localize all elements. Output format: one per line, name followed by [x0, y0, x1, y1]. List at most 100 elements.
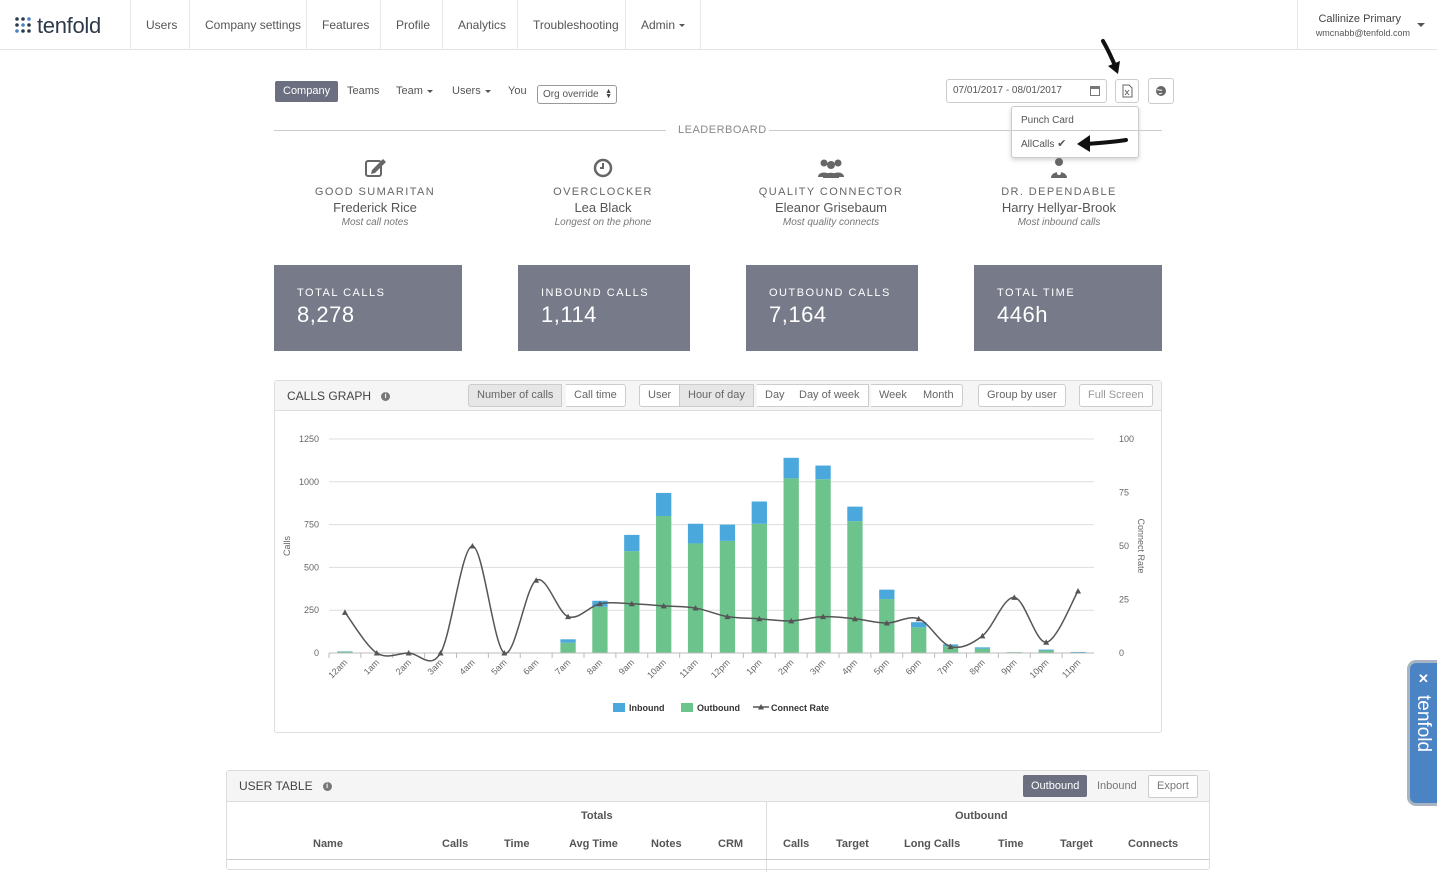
- col-name[interactable]: Name: [313, 838, 343, 850]
- y-axis-label: Calls: [282, 536, 292, 557]
- connect-rate-point: [1075, 588, 1081, 594]
- nav-users[interactable]: Users: [130, 0, 192, 50]
- y2-tick-label: 50: [1119, 541, 1129, 551]
- col-out-time[interactable]: Time: [998, 838, 1023, 850]
- globe-button[interactable]: [1148, 78, 1174, 104]
- connect-rate-line: [345, 546, 1078, 661]
- org-override-value: Org override: [543, 89, 599, 100]
- annotation-arrow-left-icon: [1074, 128, 1130, 156]
- legend-label: Inbound: [629, 703, 665, 713]
- org-override-select[interactable]: Org override▲▼: [537, 85, 617, 104]
- x-tick-label: 12am: [326, 657, 349, 680]
- nav-troubleshooting[interactable]: Troubleshooting: [517, 0, 634, 50]
- filter-team[interactable]: Team: [396, 81, 433, 102]
- filter-company[interactable]: Company: [275, 81, 338, 102]
- filter-users[interactable]: Users: [452, 81, 491, 102]
- y-tick-label: 500: [304, 562, 319, 572]
- nav-features[interactable]: Features: [306, 0, 384, 50]
- tab-outbound[interactable]: Outbound: [1023, 775, 1087, 797]
- x-tick-label: 8am: [585, 657, 604, 676]
- group-month-button[interactable]: Month: [915, 384, 963, 407]
- award-description: Longest on the phone: [503, 217, 703, 228]
- group-day-button[interactable]: Day: [757, 384, 794, 407]
- menu-item-allcalls[interactable]: AllCalls ✔: [1021, 137, 1066, 150]
- close-icon[interactable]: ✕: [1418, 671, 1429, 687]
- bar-inbound: [879, 590, 894, 599]
- col-connects[interactable]: Connects: [1128, 838, 1178, 850]
- award-title: OVERCLOCKER: [503, 186, 703, 200]
- col-crm[interactable]: CRM: [718, 838, 743, 850]
- user-table-header: USER TABLE i Outbound Inbound Export: [227, 771, 1209, 802]
- col-avg-time[interactable]: Avg Time: [569, 838, 618, 850]
- group-user-button[interactable]: User: [639, 384, 680, 407]
- col-target[interactable]: Target: [836, 838, 869, 850]
- filter-you[interactable]: You: [508, 81, 527, 102]
- col-notes[interactable]: Notes: [651, 838, 682, 850]
- metric-call-time-button[interactable]: Call time: [566, 384, 626, 407]
- info-icon[interactable]: i: [381, 392, 390, 401]
- widget-label: tenfold: [1412, 695, 1434, 785]
- col-calls[interactable]: Calls: [442, 838, 468, 850]
- doctor-icon: [1048, 157, 1070, 179]
- user-table-title-text: USER TABLE: [239, 779, 313, 793]
- x-tick-label: 10am: [645, 657, 668, 680]
- stat-label: TOTAL CALLS: [297, 287, 385, 299]
- stat-inbound-calls: INBOUND CALLS 1,114: [518, 265, 690, 351]
- group-by-user-button[interactable]: Group by user: [978, 384, 1066, 407]
- award-overclocker: OVERCLOCKER Lea Black Longest on the pho…: [503, 157, 703, 228]
- y-tick-label: 750: [304, 520, 319, 530]
- group-hour-of-day-button[interactable]: Hour of day: [680, 384, 754, 407]
- col-out-calls[interactable]: Calls: [783, 838, 809, 850]
- y2-tick-label: 100: [1119, 434, 1134, 444]
- tenfold-widget-tab[interactable]: ✕ tenfold: [1407, 660, 1437, 806]
- bar-outbound: [752, 524, 767, 653]
- x-tick-label: 8pm: [967, 657, 986, 676]
- bar-inbound: [815, 466, 830, 480]
- group-header-totals: Totals: [581, 810, 613, 822]
- bar-outbound: [560, 643, 575, 653]
- nav-company-settings[interactable]: Company settings: [189, 0, 316, 50]
- y2-tick-label: 0: [1119, 648, 1124, 658]
- caret-down-icon: [485, 90, 491, 93]
- group-week-button[interactable]: Week: [871, 384, 916, 407]
- bar-outbound: [656, 516, 671, 653]
- y-tick-label: 1250: [299, 434, 319, 444]
- caret-down-icon: [427, 90, 433, 93]
- stat-label: TOTAL TIME: [997, 287, 1075, 299]
- col-long-calls[interactable]: Long Calls: [904, 838, 960, 850]
- y2-axis-label: Connect Rate: [1136, 518, 1146, 573]
- info-icon[interactable]: i: [323, 782, 332, 791]
- bar-inbound: [847, 507, 862, 522]
- y-tick-label: 0: [314, 648, 319, 658]
- divider: [274, 130, 666, 131]
- bar-inbound: [624, 535, 639, 551]
- user-table-panel: USER TABLE i Outbound Inbound Export Tot…: [226, 770, 1210, 870]
- metric-number-of-calls-button[interactable]: Number of calls: [468, 384, 562, 407]
- col-out-target[interactable]: Target: [1060, 838, 1093, 850]
- bar-inbound: [784, 458, 799, 479]
- x-tick-label: 11am: [677, 657, 700, 680]
- col-time[interactable]: Time: [504, 838, 529, 850]
- tab-inbound[interactable]: Inbound: [1089, 775, 1145, 797]
- legend-label: Connect Rate: [771, 703, 829, 713]
- date-range-input[interactable]: 07/01/2017 - 08/01/2017: [946, 79, 1107, 103]
- nav-analytics[interactable]: Analytics: [442, 0, 521, 50]
- nav-admin[interactable]: Admin: [625, 0, 701, 50]
- nav-profile[interactable]: Profile: [380, 0, 445, 50]
- bar-inbound: [1070, 652, 1085, 653]
- stat-total-calls: TOTAL CALLS 8,278: [274, 265, 462, 351]
- export-button[interactable]: Export: [1148, 775, 1198, 798]
- account-menu[interactable]: Callinize Primary wmcnabb@tenfold.com: [1297, 0, 1437, 50]
- nav-admin-label: Admin: [641, 18, 675, 32]
- stat-value: 8,278: [297, 302, 355, 328]
- column-divider: [766, 802, 767, 872]
- bar-outbound: [815, 479, 830, 653]
- connect-rate-point: [469, 543, 475, 549]
- export-file-button[interactable]: [1115, 79, 1139, 103]
- full-screen-button[interactable]: Full Screen: [1079, 384, 1153, 407]
- calls-graph-header: CALLS GRAPH i Number of calls Call time …: [275, 381, 1161, 411]
- group-day-of-week-button[interactable]: Day of week: [791, 384, 869, 407]
- menu-item-punch-card[interactable]: Punch Card: [1021, 115, 1074, 126]
- filter-teams[interactable]: Teams: [347, 81, 379, 102]
- x-tick-label: 7am: [553, 657, 572, 676]
